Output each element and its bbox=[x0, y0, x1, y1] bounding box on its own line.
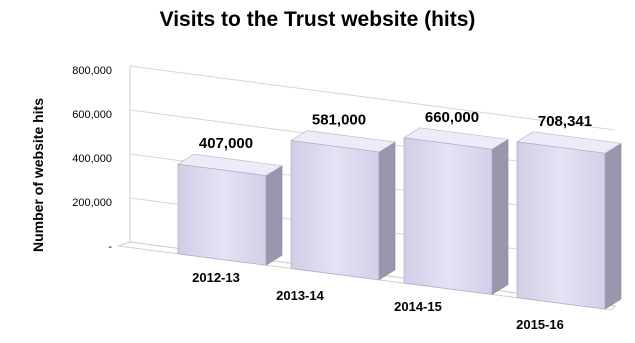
data-label: 581,000 bbox=[312, 112, 366, 129]
y-tick-label: 600,000 bbox=[72, 109, 112, 121]
data-label: 660,000 bbox=[425, 109, 479, 126]
bar-front bbox=[290, 140, 380, 281]
y-tick-label: 800,000 bbox=[72, 65, 112, 77]
chart-title: Visits to the Trust website (hits) bbox=[159, 8, 476, 31]
y-tick-label: 200,000 bbox=[72, 197, 112, 209]
bar bbox=[290, 130, 396, 281]
bar-front bbox=[403, 137, 493, 295]
gridline bbox=[129, 65, 616, 131]
x-tick-label: 2013-14 bbox=[276, 288, 324, 303]
bar-front bbox=[177, 163, 267, 266]
x-tick-label: 2014-15 bbox=[394, 299, 442, 314]
bar-front bbox=[516, 141, 606, 310]
x-tick-label: 2015-16 bbox=[516, 317, 564, 332]
bar-side bbox=[265, 165, 283, 266]
bar bbox=[403, 127, 509, 295]
bar-side bbox=[604, 142, 622, 310]
bar bbox=[177, 153, 283, 266]
bar-side bbox=[491, 138, 509, 295]
data-label: 407,000 bbox=[199, 135, 253, 152]
x-tick-label: 2012-13 bbox=[192, 270, 240, 285]
data-label: 708,341 bbox=[538, 113, 592, 130]
y-tick-label: - bbox=[108, 241, 112, 253]
y-tick-label: 400,000 bbox=[72, 153, 112, 165]
bar bbox=[516, 131, 622, 310]
bar-side bbox=[378, 141, 396, 281]
